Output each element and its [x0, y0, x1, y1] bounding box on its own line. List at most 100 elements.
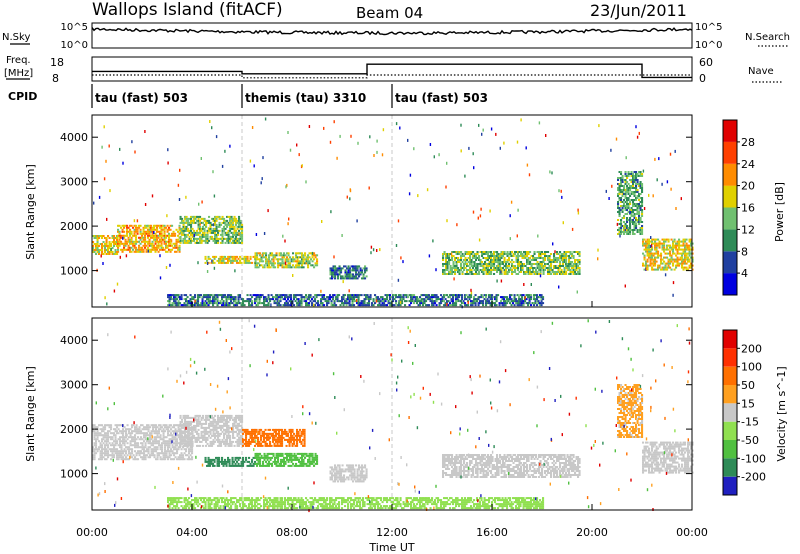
data-cell	[332, 296, 335, 299]
data-cell	[282, 234, 284, 238]
data-cell	[633, 227, 636, 229]
data-cell	[239, 219, 242, 222]
data-cell	[167, 450, 170, 453]
data-cell	[372, 248, 375, 252]
data-cell	[184, 428, 187, 431]
data-cell	[263, 266, 266, 269]
data-cell	[176, 448, 179, 451]
data-cell	[454, 251, 457, 253]
data-cell	[217, 231, 220, 234]
data-cell	[310, 252, 313, 255]
data-cell	[488, 294, 491, 297]
data-cell	[532, 259, 535, 261]
data-cell	[179, 454, 182, 457]
data-cell	[139, 230, 142, 233]
data-cell	[166, 234, 169, 237]
data-cell	[95, 434, 98, 437]
data-cell	[660, 255, 662, 259]
data-cell	[438, 302, 441, 305]
data-cell	[399, 300, 402, 304]
data-cell	[263, 264, 266, 267]
data-cell	[120, 446, 123, 449]
data-cell	[687, 258, 690, 261]
data-cell	[144, 226, 147, 229]
data-cell	[527, 294, 530, 297]
data-cell	[646, 244, 649, 247]
data-cell	[664, 240, 667, 243]
data-cell	[661, 258, 664, 261]
y-tick-label: 4000	[60, 131, 88, 144]
data-cell	[110, 428, 113, 431]
data-cell	[103, 125, 105, 129]
data-cell	[110, 243, 113, 245]
data-cell	[673, 260, 676, 263]
data-cell	[523, 283, 525, 286]
data-cell	[156, 446, 159, 449]
data-cell	[641, 213, 644, 215]
data-cell	[329, 277, 332, 280]
data-cell	[194, 426, 197, 429]
data-cell	[688, 258, 691, 261]
data-cell	[117, 458, 120, 461]
data-cell	[190, 237, 193, 240]
data-cell	[554, 271, 557, 273]
data-cell	[341, 296, 344, 299]
data-cell	[119, 147, 121, 151]
data-cell	[358, 273, 361, 276]
colorbar-segment	[723, 273, 737, 295]
data-cell	[494, 257, 497, 259]
data-cell	[176, 294, 179, 297]
data-cell	[162, 228, 165, 231]
data-cell	[672, 293, 674, 297]
data-cell	[408, 300, 411, 303]
data-cell	[509, 267, 512, 269]
data-cell	[177, 458, 180, 461]
data-cell	[342, 302, 345, 305]
data-cell	[448, 253, 451, 255]
data-cell	[353, 294, 356, 297]
data-cell	[575, 273, 578, 275]
data-cell	[122, 434, 125, 437]
data-cell	[624, 193, 627, 195]
data-cell	[648, 250, 651, 253]
data-cell	[355, 273, 358, 276]
data-cell	[529, 271, 532, 273]
data-cell	[473, 257, 476, 259]
data-cell	[278, 254, 281, 257]
data-cell	[287, 264, 290, 267]
data-cell	[381, 300, 384, 303]
data-cell	[368, 304, 371, 307]
data-cell	[458, 261, 461, 263]
data-cell	[167, 304, 170, 307]
data-cell	[93, 243, 96, 245]
data-cell	[386, 304, 389, 307]
data-cell	[352, 273, 355, 276]
data-cell	[144, 432, 147, 435]
data-cell	[229, 225, 232, 228]
data-cell	[362, 267, 365, 270]
data-cell	[204, 257, 207, 260]
data-cell	[136, 232, 139, 235]
data-cell	[182, 422, 185, 425]
data-cell	[118, 230, 121, 233]
data-cell	[516, 302, 519, 305]
data-cell	[514, 269, 517, 271]
data-cell	[198, 202, 200, 206]
data-cell	[676, 240, 679, 243]
data-cell	[188, 223, 191, 226]
data-cell	[98, 432, 101, 435]
data-cell	[536, 263, 539, 265]
data-cell	[536, 298, 539, 301]
data-cell	[173, 424, 176, 427]
data-cell	[135, 458, 138, 461]
data-cell	[368, 302, 371, 305]
data-cell	[227, 221, 230, 224]
freq-label-line2: [MHz]	[4, 68, 33, 79]
data-cell	[176, 298, 179, 301]
data-cell	[597, 248, 599, 252]
data-cell	[455, 269, 458, 271]
data-cell	[351, 304, 354, 307]
data-cell	[661, 262, 664, 265]
data-cell	[268, 260, 271, 263]
data-cell	[478, 123, 480, 127]
